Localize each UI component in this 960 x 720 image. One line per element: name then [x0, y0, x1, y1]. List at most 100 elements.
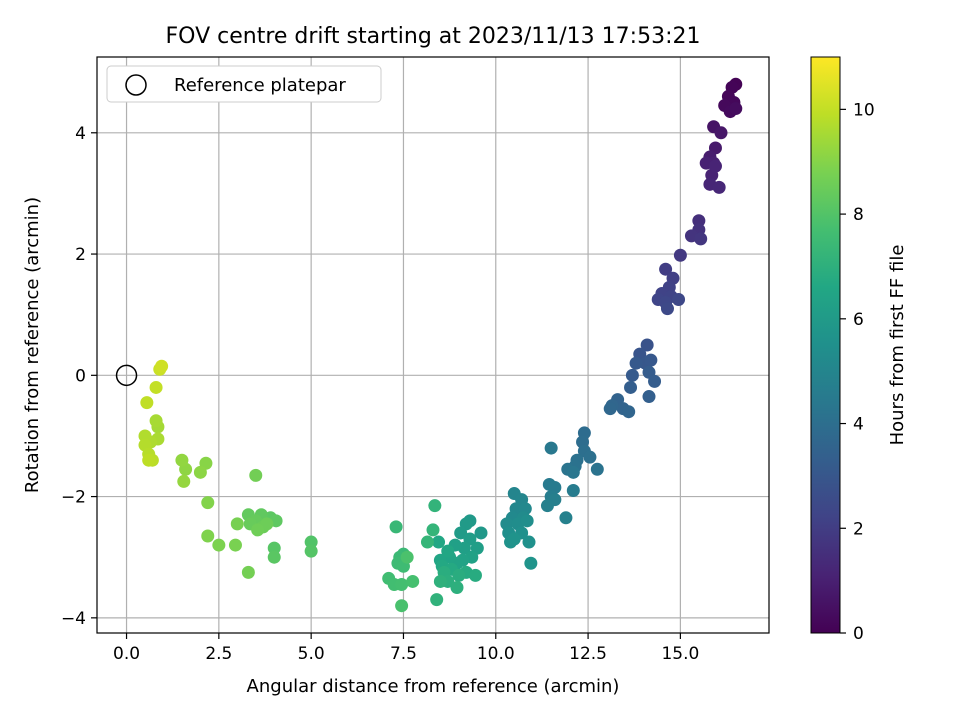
data-point [507, 532, 521, 546]
colorbar-tick-label: 2 [853, 519, 864, 539]
data-point [201, 529, 215, 543]
data-point [260, 517, 274, 531]
y-tick-label: −4 [61, 609, 86, 629]
data-point [452, 568, 466, 582]
data-point [420, 535, 434, 549]
data-point [708, 159, 722, 173]
data-point [149, 414, 163, 428]
data-point [468, 568, 482, 582]
data-point [640, 338, 654, 352]
data-point [624, 380, 638, 394]
data-point [714, 126, 728, 140]
y-tick-label: 0 [75, 366, 86, 386]
data-point [400, 550, 414, 564]
data-point [304, 544, 318, 558]
data-point [672, 293, 686, 307]
data-point [426, 523, 440, 537]
data-point [428, 499, 442, 513]
data-point [441, 544, 455, 558]
data-point [729, 102, 743, 116]
grid [97, 57, 769, 633]
colorbar-tick-label: 4 [853, 415, 864, 435]
data-point [267, 541, 281, 555]
data-point [566, 465, 580, 479]
x-tick-label: 10.0 [477, 644, 515, 664]
data-point [267, 550, 281, 564]
data-point [660, 302, 674, 316]
data-point [432, 535, 446, 549]
data-point [694, 232, 708, 246]
y-ticks: −4 −2 0 2 4 [61, 124, 97, 629]
colorbar-tick-label: 10 [853, 100, 875, 120]
colorbar-tick-label: 6 [853, 310, 864, 330]
x-axis-label: Angular distance from reference (arcmin) [247, 676, 620, 697]
data-point [193, 465, 207, 479]
data-point [648, 374, 662, 388]
data-point [712, 180, 726, 194]
colorbar-ticks: 0 2 4 6 8 10 [840, 100, 875, 644]
data-point [395, 577, 409, 591]
data-point [659, 262, 673, 276]
data-point [524, 556, 538, 570]
x-tick-label: 2.5 [205, 644, 232, 664]
data-point [389, 520, 403, 534]
data-point [177, 474, 191, 488]
colorbar: 0 2 4 6 8 10 Hours from first FF file [810, 56, 908, 644]
data-point [566, 484, 580, 498]
data-point [149, 380, 163, 394]
data-point [544, 441, 558, 455]
data-point [644, 353, 658, 367]
legend-marker-icon [125, 74, 147, 96]
data-point [251, 523, 265, 537]
data-point [249, 468, 263, 482]
data-point [406, 574, 420, 588]
colorbar-tick-label: 8 [853, 205, 864, 225]
data-point [142, 453, 156, 467]
colorbar-gradient [810, 56, 841, 634]
data-point [433, 574, 447, 588]
reference-platepar-marker [115, 364, 138, 387]
data-point [395, 599, 409, 613]
data-point [138, 429, 152, 443]
colorbar-label: Hours from first FF file [887, 245, 908, 446]
y-tick-label: 4 [75, 124, 86, 144]
data-point [230, 517, 244, 531]
data-point [540, 499, 554, 513]
data-point [175, 453, 189, 467]
data-point [559, 511, 573, 525]
data-point [228, 538, 242, 552]
data-points [115, 77, 743, 613]
data-point [629, 356, 643, 370]
data-point [583, 450, 597, 464]
x-tick-label: 7.5 [390, 644, 417, 664]
data-point [692, 214, 706, 228]
y-tick-label: 2 [75, 245, 86, 265]
data-point [474, 526, 488, 540]
data-point [590, 462, 604, 476]
chart-title: FOV centre drift starting at 2023/11/13 … [166, 24, 701, 49]
data-point [450, 581, 464, 595]
x-tick-label: 12.5 [569, 644, 607, 664]
x-tick-label: 0.0 [113, 644, 140, 664]
data-point [241, 565, 255, 579]
data-point [625, 368, 639, 382]
data-point [522, 535, 536, 549]
legend: Reference platepar [106, 65, 382, 103]
colorbar-tick-label: 0 [853, 624, 864, 644]
legend-box [106, 65, 382, 103]
data-point [520, 514, 534, 528]
x-tick-label: 5.0 [298, 644, 325, 664]
y-tick-label: −2 [61, 488, 86, 508]
plot-frame [96, 56, 770, 634]
data-point [673, 248, 687, 262]
data-point [212, 538, 226, 552]
data-point [140, 396, 154, 410]
data-point [622, 405, 636, 419]
data-point [603, 402, 617, 416]
data-point [642, 390, 656, 404]
data-point [430, 593, 444, 607]
x-tick-label: 15.0 [661, 644, 699, 664]
data-point [454, 526, 468, 540]
legend-label: Reference platepar [174, 75, 346, 96]
